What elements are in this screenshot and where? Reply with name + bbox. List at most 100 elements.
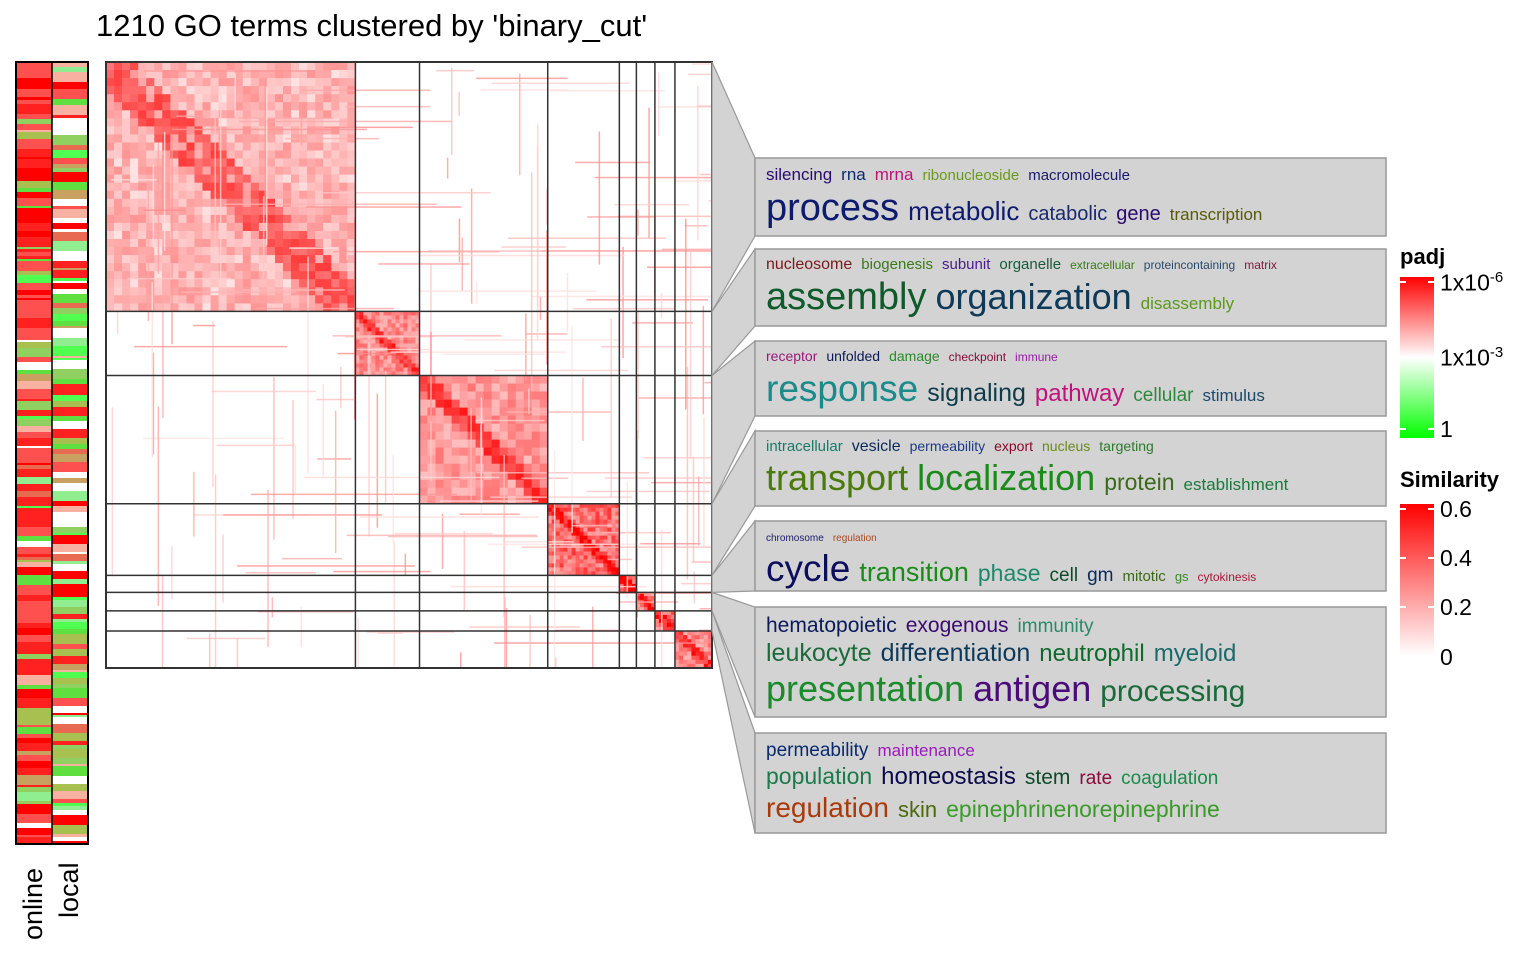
heatmap-cell bbox=[250, 142, 260, 151]
heatmap-cell bbox=[575, 551, 580, 556]
annotation-cell bbox=[52, 830, 88, 834]
heatmap-cell bbox=[347, 182, 356, 192]
annotation-cell bbox=[52, 815, 88, 825]
heatmap-streak bbox=[626, 482, 629, 599]
heatmap-cell bbox=[170, 174, 179, 183]
word-cloud-box bbox=[754, 340, 1387, 417]
heatmap-cell bbox=[559, 523, 565, 528]
heatmap-cell bbox=[591, 543, 596, 548]
heatmap-cell bbox=[347, 174, 356, 183]
heatmap-cell bbox=[210, 70, 219, 79]
heatmap-cell bbox=[363, 335, 368, 340]
annotation-cell bbox=[52, 199, 88, 206]
heatmap-cell bbox=[218, 247, 227, 256]
word-cloud-term: myeloid bbox=[1153, 640, 1237, 667]
heatmap-cell bbox=[162, 279, 171, 288]
annotation-cell bbox=[16, 328, 52, 331]
heatmap-cell bbox=[371, 331, 376, 336]
annotation-cell bbox=[52, 607, 88, 614]
word-cloud-term: macromolecule bbox=[1028, 167, 1130, 184]
heatmap-cell bbox=[186, 198, 195, 208]
heatmap-cell bbox=[234, 150, 244, 159]
heatmap-streak bbox=[378, 263, 470, 265]
heatmap-cell bbox=[114, 78, 123, 87]
heatmap-cell bbox=[579, 531, 584, 536]
heatmap-cell bbox=[226, 150, 236, 159]
heatmap-cell bbox=[407, 315, 412, 320]
heatmap-cell bbox=[567, 563, 572, 568]
heatmap-cell bbox=[491, 383, 500, 392]
heatmap-cell bbox=[615, 507, 620, 513]
heatmap-cell bbox=[587, 507, 592, 513]
heatmap-streak bbox=[144, 70, 314, 72]
heatmap-cell bbox=[275, 118, 284, 127]
heatmap-cell bbox=[331, 118, 340, 127]
heatmap-cell bbox=[691, 659, 696, 665]
word-cloud-term: silencing bbox=[766, 165, 833, 184]
heatmap-streak bbox=[304, 476, 500, 479]
annotation-cell bbox=[52, 834, 88, 837]
heatmap-streak bbox=[491, 82, 630, 84]
heatmap-cell bbox=[443, 463, 452, 473]
heatmap-cell bbox=[383, 367, 388, 372]
heatmap-cell bbox=[587, 531, 592, 536]
heatmap-cell bbox=[531, 423, 541, 432]
heatmap-cell bbox=[603, 559, 608, 564]
heatmap-cell bbox=[234, 190, 244, 200]
heatmap-cell bbox=[202, 78, 211, 87]
heatmap-cell bbox=[363, 343, 368, 348]
heatmap-cell bbox=[266, 78, 276, 87]
heatmap-cell bbox=[427, 479, 436, 489]
heatmap-cell bbox=[674, 651, 680, 656]
heatmap-cell bbox=[666, 622, 672, 628]
word-cloud-term: rna bbox=[841, 165, 866, 184]
heatmap-cell bbox=[323, 287, 332, 296]
heatmap-cell bbox=[603, 535, 608, 540]
heatmap-cell bbox=[146, 78, 155, 87]
heatmap-cell bbox=[419, 495, 428, 505]
heatmap-cell bbox=[106, 158, 115, 167]
heatmap-cell bbox=[363, 359, 368, 364]
heatmap-cell bbox=[307, 279, 316, 288]
heatmap-cell bbox=[315, 182, 324, 192]
heatmap-cell bbox=[194, 78, 203, 87]
heatmap-cell bbox=[170, 239, 179, 248]
heatmap-cell bbox=[399, 323, 404, 328]
heatmap-streak bbox=[614, 203, 689, 206]
heatmap-cell bbox=[130, 231, 139, 240]
heatmap-cell bbox=[443, 471, 452, 481]
annotation-cell bbox=[16, 213, 52, 217]
heatmap-cell bbox=[415, 315, 420, 320]
annotation-cell bbox=[52, 491, 88, 501]
heatmap-cell bbox=[636, 607, 641, 612]
heatmap-cell bbox=[483, 471, 492, 481]
heatmap-cell bbox=[695, 643, 700, 648]
heatmap-cell bbox=[226, 142, 236, 151]
heatmap-cell bbox=[307, 190, 316, 200]
annotation-cell bbox=[16, 755, 52, 761]
word-cloud-term: localization bbox=[917, 457, 1096, 498]
heatmap-cell bbox=[399, 371, 404, 376]
heatmap-cell bbox=[178, 222, 187, 232]
heatmap-cell bbox=[363, 367, 368, 372]
heatmap-cell bbox=[106, 62, 115, 71]
annotation-cell bbox=[16, 761, 52, 768]
heatmap-cell bbox=[162, 303, 171, 312]
heatmap-cell bbox=[375, 323, 380, 328]
heatmap-cell bbox=[138, 174, 147, 183]
heatmap-cell bbox=[323, 271, 332, 280]
heatmap-cell bbox=[603, 543, 608, 548]
heatmap-cell bbox=[670, 614, 676, 620]
annotation-cell bbox=[16, 80, 52, 89]
heatmap-cell bbox=[170, 78, 179, 87]
annotation-cell bbox=[52, 407, 88, 416]
heatmap-cell bbox=[563, 511, 568, 517]
heatmap-cell bbox=[407, 343, 412, 348]
heatmap-cell bbox=[218, 295, 227, 304]
heatmap-cell bbox=[283, 247, 292, 256]
heatmap-cell bbox=[674, 647, 680, 652]
heatmap-cell bbox=[379, 359, 384, 364]
heatmap-cell bbox=[539, 479, 549, 489]
annotation-cell bbox=[52, 135, 88, 145]
heatmap-cell bbox=[459, 463, 468, 473]
